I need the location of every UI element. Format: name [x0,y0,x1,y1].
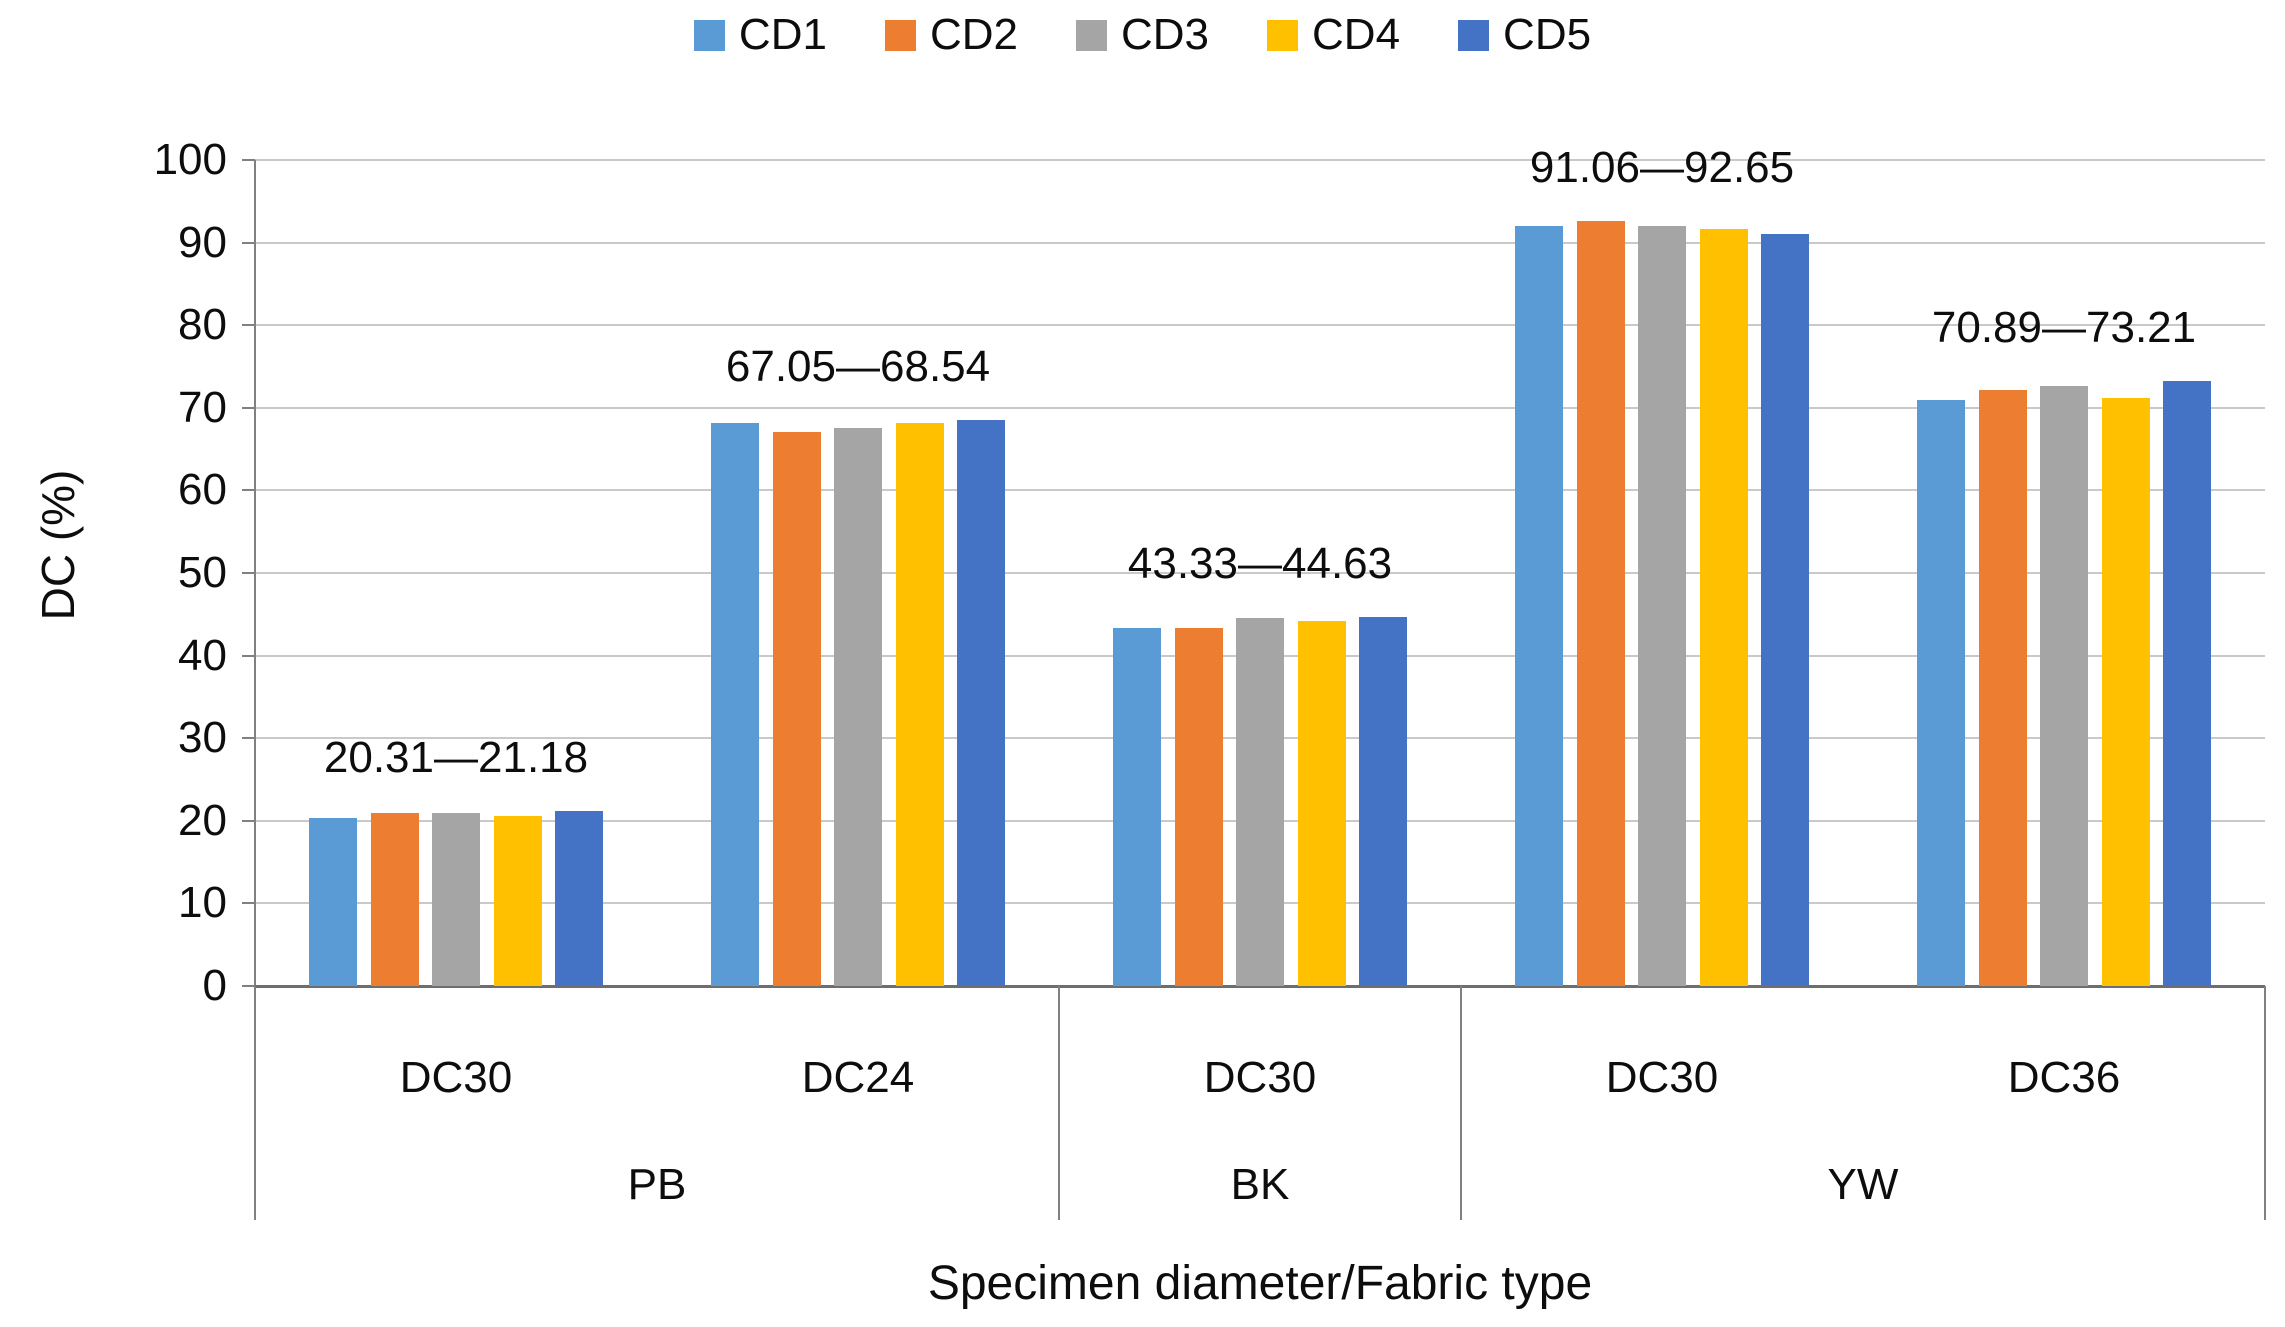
cd2-swatch-icon [884,19,916,51]
data-range-label: 70.89—73.21 [1931,303,2197,353]
y-tick [242,985,255,987]
bar-cd5-group4 [1761,233,1809,986]
bar-cd4-group5 [2101,397,2150,986]
bar-cd3-group4 [1638,226,1686,986]
x-diameter-label: DC30 [1605,1053,1719,1102]
y-tick [242,489,255,492]
bar-cd1-group4 [1515,226,1563,986]
bar-cd3-group2 [834,427,882,986]
data-range-label: 20.31—21.18 [323,733,589,783]
gridline [255,489,2265,492]
data-range-label: 43.33—44.63 [1127,539,1393,589]
legend: CD1 CD2 CD3 CD4 CD5 [0,6,2285,64]
bar-cd2-group3 [1174,628,1223,986]
bar-cd2-group2 [772,432,821,986]
y-tick-label: 70 [178,382,227,432]
bar-cd3-group5 [2040,386,2088,986]
bar-cd1-group2 [711,423,759,986]
y-tick [242,654,255,657]
cd4-swatch-icon [1267,19,1299,51]
y-tick-label: 0 [202,961,227,1010]
y-tick-label: 100 [153,135,227,184]
gridline [255,324,2265,327]
bar-cd3-group3 [1236,618,1284,986]
legend-label-cd3: CD3 [1120,10,1210,59]
gridline [255,406,2265,409]
bar-cd3-group1 [432,812,480,986]
x-axis-line [255,985,2265,988]
data-range-label: 67.05—68.54 [725,341,991,391]
legend-item-cd4: CD4 [1267,13,1400,57]
legend-item-cd5: CD5 [1458,13,1591,57]
bar-cd4-group4 [1699,228,1748,986]
y-tick [242,406,255,409]
x-diameter-label: DC24 [801,1053,915,1102]
bar-cd5-group2 [957,419,1005,986]
bar-cd2-group5 [1978,390,2027,986]
gridline [255,572,2265,574]
category-divider [1460,986,1462,1220]
y-tick-label: 30 [178,713,227,763]
bar-cd5-group3 [1359,617,1407,986]
legend-label-cd1: CD1 [738,10,827,59]
y-tick-label: 20 [178,795,227,845]
y-tick-label: 50 [178,548,227,597]
legend-label-cd4: CD4 [1312,10,1401,59]
bar-cd5-group5 [2163,381,2211,986]
y-tick [242,737,255,740]
y-tick [242,159,255,161]
y-tick-label: 80 [178,300,227,350]
cd1-swatch-icon [693,19,725,51]
x-diameter-label: DC30 [1203,1053,1317,1102]
y-tick-label: 90 [178,217,227,267]
y-tick [242,324,255,327]
bar-cd2-group4 [1576,220,1625,986]
x-axis-title: Specimen diameter/Fabric type [927,1257,1593,1310]
x-diameter-label: DC30 [399,1053,513,1102]
bar-cd1-group1 [309,818,357,986]
y-tick-label: 10 [178,878,227,928]
legend-item-cd3: CD3 [1075,10,1210,59]
gridline [255,159,2265,161]
bar-cd4-group1 [493,816,542,986]
legend-label-cd5: CD5 [1503,10,1592,59]
y-tick [242,902,255,905]
bar-cd1-group3 [1113,627,1161,986]
legend-item-cd1: CD1 [693,10,827,59]
x-fabric-label: BK [1230,1160,1290,1209]
y-axis-line [254,160,256,1220]
y-tick-label: 60 [178,465,227,515]
category-divider [1058,986,1060,1220]
y-tick [242,572,255,574]
y-tick [242,241,255,244]
cd5-swatch-icon [1458,19,1490,51]
category-divider [254,986,256,1220]
cd3-swatch-icon [1075,19,1107,51]
x-diameter-label: DC36 [2007,1053,2121,1102]
legend-item-cd2: CD2 [884,10,1018,59]
data-range-label: 91.06—92.65 [1529,142,1795,192]
y-tick [242,819,255,822]
bar-cd2-group1 [370,812,419,986]
y-tick-label: 40 [178,630,227,680]
legend-label-cd2: CD2 [929,10,1018,59]
bar-cd1-group5 [1917,400,1965,986]
gridline [255,241,2265,244]
bar-cd4-group3 [1297,620,1346,986]
bar-cd4-group2 [895,422,944,986]
bar-cd5-group1 [555,811,603,986]
category-divider [2264,986,2266,1220]
x-fabric-label: YW [1827,1160,1899,1209]
x-fabric-label: PB [627,1160,687,1209]
